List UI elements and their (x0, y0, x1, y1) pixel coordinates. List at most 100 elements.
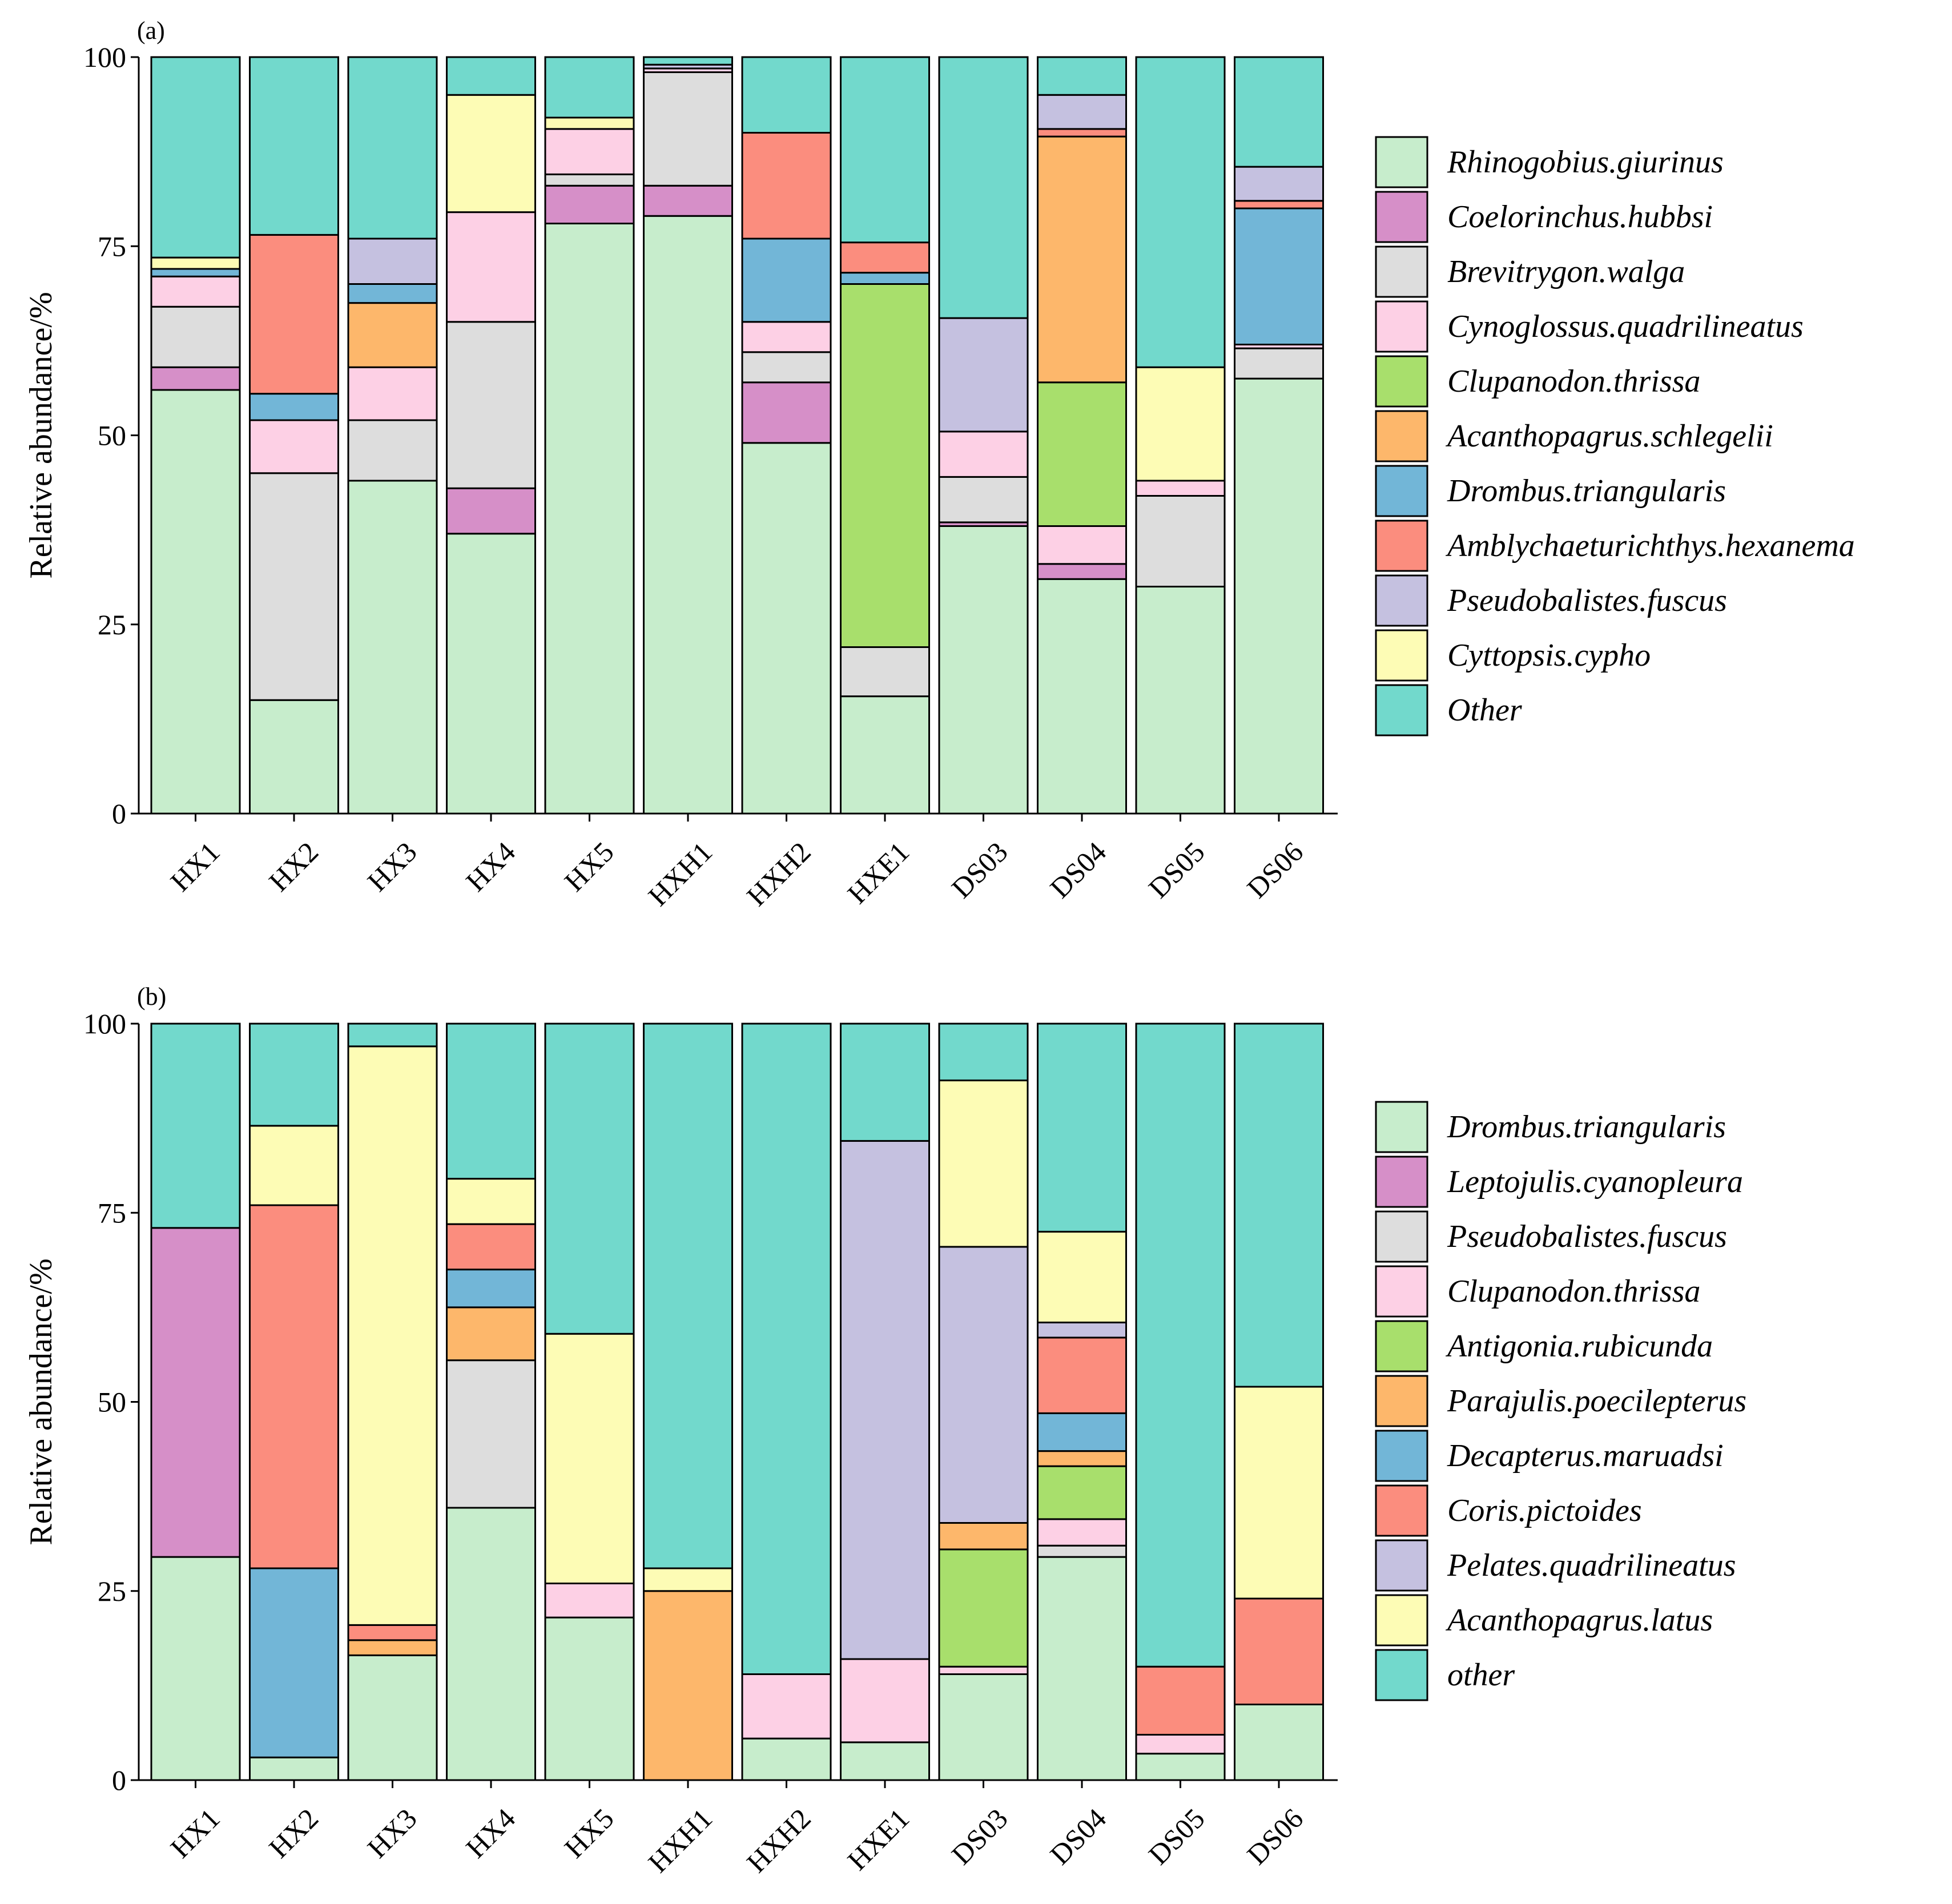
legend-label-pseudobalistes-fuscus: Pseudobalistes.fuscus (1447, 583, 1727, 618)
bar-segment-ds06-drombus-triangularis (1234, 207, 1324, 345)
bar-segment-hx2-other (249, 1023, 339, 1127)
legend-label-pelates-quadrilineatus: Pelates.quadrilineatus (1447, 1548, 1736, 1583)
legend-label-cyttopsis-cypho: Cyttopsis.cypho (1447, 638, 1651, 673)
x-tick-label-ds03: DS03 (945, 1802, 1014, 1871)
bar-segment-hx1-other (150, 1023, 241, 1229)
bar-segment-hxh2-amblychaeturichthys-hexanema (741, 132, 832, 240)
bar-segment-hx5-cyttopsis-cypho (544, 116, 635, 130)
bar-segment-ds03-rhinogobius-giurinus (938, 525, 1029, 815)
bar-segment-ds03-parajulis-poecilepterus (938, 1522, 1029, 1551)
bar-segment-hx3-acanthopagrus-schlegelii (347, 302, 438, 368)
x-tick-label-hx4: HX4 (460, 836, 521, 897)
bar-segment-hx1-brevitrygon-walga (150, 305, 241, 368)
bar-segment-ds05-other (1135, 56, 1226, 368)
x-tick-label-hx4: HX4 (460, 1802, 521, 1864)
y-tick-label-50: 50 (98, 420, 126, 452)
bar-segment-hxh1-parajulis-poecilepterus (643, 1590, 733, 1781)
bar-segment-hx5-coelorinchus-hubbsi (544, 184, 635, 224)
legend: Rhinogobius.giurinus Coelorinchus.hubbsi B… (1375, 136, 1855, 736)
bar-segment-hx2-decapterus-maruadsi (249, 1567, 339, 1758)
bar-segment-hx1-leptojulis-cyanopleura (150, 1227, 241, 1558)
legend-label-brevitrygon-walga: Brevitrygon.walga (1447, 254, 1685, 289)
bar-segment-ds06-pseudobalistes-fuscus (1234, 166, 1324, 202)
bar-segment-ds04-acanthopagrus-schlegelii (1037, 135, 1127, 384)
bar-segment-hxe1-other (840, 56, 930, 244)
legend-swatch-amblychaeturichthys-hexanema (1375, 520, 1428, 572)
bar-segment-ds06-coris-pictoides (1234, 1597, 1324, 1705)
legend-swatch-drombus-triangularis (1375, 465, 1428, 517)
legend-label-parajulis-poecilepterus: Parajulis.poecilepterus (1447, 1383, 1746, 1419)
x-tick-label-hxh2: HXH2 (740, 836, 817, 912)
bar-segment-hxe1-brevitrygon-walga (840, 646, 930, 698)
bar-segment-hx4-drombus-triangularis (446, 1507, 536, 1781)
bar-segment-hx5-other (544, 56, 635, 119)
bar-segment-ds05-coris-pictoides (1135, 1665, 1226, 1736)
bar-segment-ds04-drombus-triangularis (1037, 1556, 1127, 1781)
chart-panel-a: (a) Relative abundance/% HX1 HX2 HX3 HX4 HX5 HX… (23, 17, 1855, 912)
legend-swatch-acanthopagrus-schlegelii (1375, 410, 1428, 462)
panel-label: (b) (137, 983, 166, 1011)
x-tick-label-ds06: DS06 (1241, 836, 1309, 904)
bar-segment-hx3-coris-pictoides (347, 1624, 438, 1641)
legend-swatch-leptojulis-cyanopleura (1375, 1156, 1428, 1208)
legend-label-cynoglossus-quadrilineatus: Cynoglossus.quadrilineatus (1447, 309, 1804, 344)
legend-swatch-coelorinchus-hubbsi (1375, 191, 1428, 243)
bar-segment-hxh2-coelorinchus-hubbsi (741, 381, 832, 444)
y-tick-label-100: 100 (83, 1008, 126, 1040)
x-tick-label-ds05: DS05 (1142, 836, 1211, 904)
bar-segment-ds05-clupanodon-thrissa (1135, 1734, 1226, 1755)
bar-segment-hxe1-other (840, 1023, 930, 1142)
legend-swatch-pseudobalistes-fuscus (1375, 1210, 1428, 1263)
bar-segment-hx1-rhinogobius-giurinus (150, 389, 241, 815)
x-tick-label-ds04: DS04 (1044, 1802, 1112, 1871)
legend-label-pseudobalistes-fuscus: Pseudobalistes.fuscus (1447, 1219, 1727, 1254)
bar-segment-hx3-other (347, 1023, 438, 1048)
bar-segment-ds03-clupanodon-thrissa (938, 1665, 1029, 1675)
bar-segment-ds04-other (1037, 1023, 1127, 1233)
bar-segment-ds03-antigonia-rubicunda (938, 1548, 1029, 1668)
bar-segment-ds04-coelorinchus-hubbsi (1037, 563, 1127, 580)
legend-swatch-brevitrygon-walga (1375, 245, 1428, 298)
bar-segment-ds06-amblychaeturichthys-hexanema (1234, 200, 1324, 210)
x-tick-label-hxe1: HXE1 (841, 1802, 915, 1877)
x-tick-label-ds04: DS04 (1044, 836, 1112, 904)
bar-segment-ds03-pseudobalistes-fuscus (938, 317, 1029, 433)
legend-swatch-pseudobalistes-fuscus (1375, 574, 1428, 627)
bar-segment-hx5-acanthopagrus-latus (544, 1333, 635, 1584)
y-axis-label: Relative abundance/% (23, 292, 59, 578)
legend-swatch-cynoglossus-quadrilineatus (1375, 300, 1428, 353)
legend-label-other: Other (1447, 693, 1522, 728)
legend-swatch-clupanodon-thrissa (1375, 355, 1428, 408)
bar-segment-ds03-acanthopagrus-latus (938, 1079, 1029, 1248)
bar-segment-hx2-cynoglossus-quadrilineatus (249, 419, 339, 474)
bar-segment-ds04-rhinogobius-giurinus (1037, 578, 1127, 815)
bar-segment-ds05-cyttopsis-cypho (1135, 366, 1226, 482)
x-tick-label-hx2: HX2 (263, 1802, 324, 1864)
bar-segment-hx4-rhinogobius-giurinus (446, 533, 536, 815)
bar-segment-hxh2-clupanodon-thrissa (741, 1673, 832, 1740)
bar-segment-hx4-coris-pictoides (446, 1223, 536, 1271)
x-tick-label-hxh1: HXH1 (642, 836, 718, 912)
bar-segment-hx3-other (347, 56, 438, 240)
bar-segment-hx1-cynoglossus-quadrilineatus (150, 275, 241, 308)
bar-segment-hx3-acanthopagrus-latus (347, 1045, 438, 1626)
legend-swatch-parajulis-poecilepterus (1375, 1375, 1428, 1427)
bar-segment-ds06-other (1234, 56, 1324, 168)
bar-segment-ds06-brevitrygon-walga (1234, 347, 1324, 380)
y-tick-label-0: 0 (112, 798, 126, 830)
bar-segment-ds04-clupanodon-thrissa (1037, 381, 1127, 527)
bar-segment-hxe1-drombus-triangularis (840, 272, 930, 285)
legend-swatch-acanthopagrus-latus (1375, 1594, 1428, 1647)
bar-segment-ds03-brevitrygon-walga (938, 476, 1029, 524)
bar-segment-hxh1-other (643, 56, 733, 66)
bar-segment-ds04-pelates-quadrilineatus (1037, 1321, 1127, 1339)
legend-label-other: other (1447, 1657, 1515, 1693)
bar-segment-hx4-decapterus-maruadsi (446, 1269, 536, 1309)
legend-swatch-antigonia-rubicunda (1375, 1320, 1428, 1372)
bar-segment-ds04-coris-pictoides (1037, 1337, 1127, 1414)
bar-segment-hx4-cyttopsis-cypho (446, 94, 536, 214)
x-tick-label-hx1: HX1 (164, 836, 226, 897)
bar-segment-ds05-rhinogobius-giurinus (1135, 586, 1226, 815)
bar-segment-ds06-acanthopagrus-latus (1234, 1386, 1324, 1600)
bar-segment-hxh2-brevitrygon-walga (741, 351, 832, 384)
